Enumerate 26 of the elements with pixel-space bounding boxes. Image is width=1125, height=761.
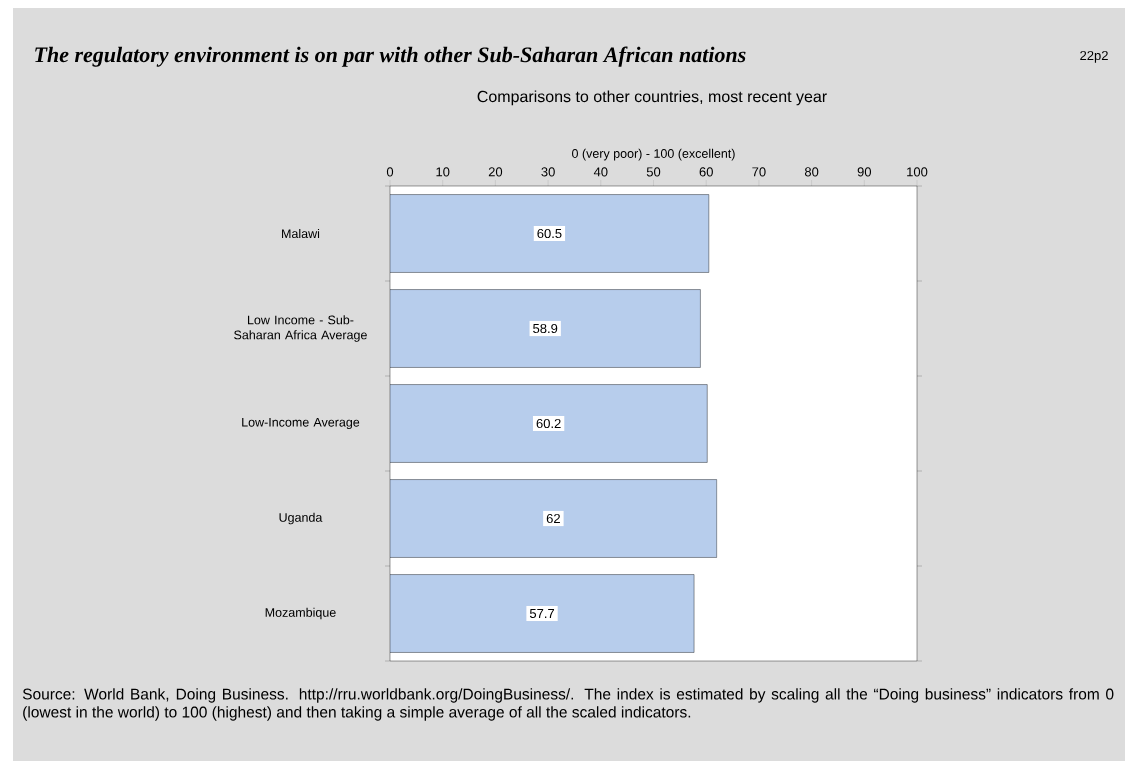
y-tick-label: Mozambique bbox=[265, 607, 336, 620]
y-tick-label: Low-Income Average bbox=[242, 417, 360, 430]
x-tick-label: 40 bbox=[593, 167, 608, 177]
x-tick-label: 0 bbox=[386, 167, 394, 177]
source-note: Source: World Bank, Doing Business. http://rru.worldbank.org/DoingBusiness/. The index is estimated by scaling all the “Doing business” indicators from 0 (lowest in the world) to 100 (highest) and then taking a simple average of all the scaled indicators. bbox=[22, 688, 1114, 721]
x-tick-label: 100 bbox=[907, 167, 928, 177]
x-tick-label: 60 bbox=[699, 167, 713, 177]
x-tick-label: 50 bbox=[646, 167, 661, 177]
data-label: 58.9 bbox=[533, 323, 558, 334]
x-tick-label: 20 bbox=[488, 167, 503, 177]
x-axis-title: 0 (very poor) - 100 (excellent) bbox=[572, 148, 735, 161]
data-label: 57.7 bbox=[529, 608, 555, 619]
x-tick-label: 10 bbox=[436, 167, 450, 177]
x-tick-label: 90 bbox=[857, 167, 872, 177]
x-tick-label: 70 bbox=[752, 167, 766, 177]
x-tick-label: 80 bbox=[804, 167, 819, 177]
y-tick-label: Uganda bbox=[279, 512, 323, 525]
chart-subtitle: Comparisons to other countries, most recent year bbox=[477, 90, 827, 106]
text: 22p2 bbox=[1080, 50, 1108, 63]
chart-title: The regulatory environment is on par with other Sub-Saharan African nations bbox=[35, 46, 746, 67]
data-label: 60.5 bbox=[537, 228, 562, 239]
data-label: 60.2 bbox=[536, 418, 561, 429]
data-label: 62 bbox=[546, 513, 560, 524]
y-tick-label: Low Income - Sub-Saharan Africa Average bbox=[234, 315, 367, 342]
y-tick-label: Malawi bbox=[282, 228, 320, 239]
x-tick-label: 30 bbox=[541, 167, 555, 177]
